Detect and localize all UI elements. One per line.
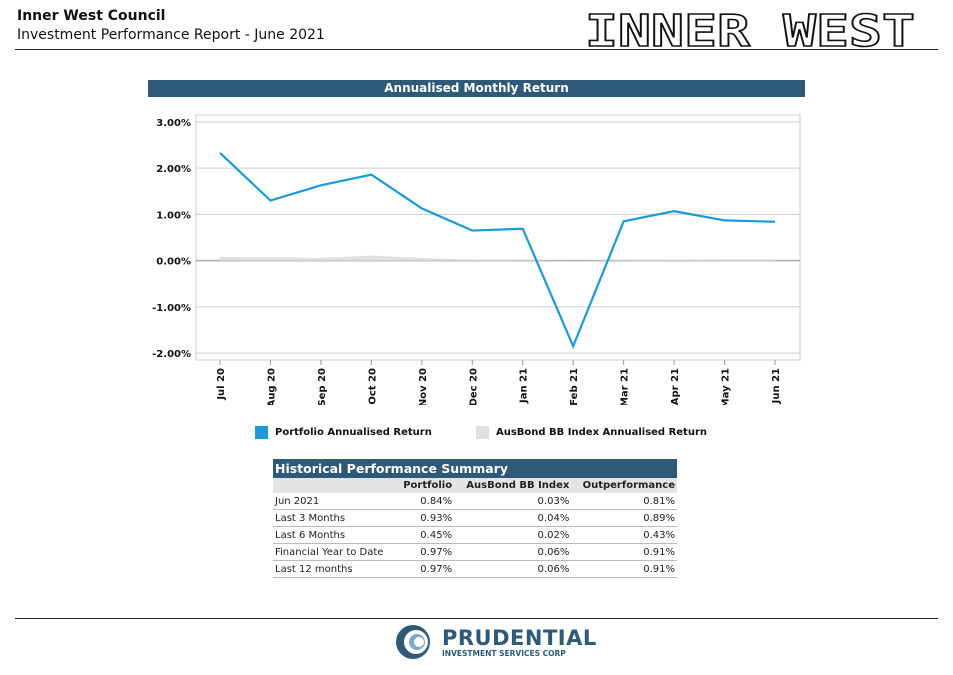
table-cell: Jun 2021 <box>273 493 397 510</box>
table-header: Portfolio AusBond BB Index Outperformanc… <box>273 478 677 493</box>
index-area <box>220 255 775 261</box>
table-row: Last 12 months 0.97% 0.06% 0.91% <box>273 560 677 578</box>
x-tick-label: May 21 <box>721 368 732 405</box>
y-tick-label: 2.00% <box>156 164 191 175</box>
table-cell: Financial Year to Date <box>273 543 397 561</box>
x-tick-label: Jan 21 <box>519 368 530 404</box>
table-cell: 0.97% <box>396 560 455 578</box>
table-row: Last 3 Months 0.93% 0.04% 0.89% <box>273 509 677 527</box>
chart-title: Annualised Monthly Return <box>148 80 805 97</box>
table-cell: Last 6 Months <box>273 526 397 544</box>
x-tick-label: Apr 21 <box>670 368 681 405</box>
col-header: Portfolio <box>396 478 455 493</box>
x-tick-label: Mar 21 <box>620 368 631 405</box>
plot-area <box>195 114 801 361</box>
header-divider <box>15 49 938 50</box>
table-cell: 0.81% <box>571 493 677 510</box>
x-tick-label: Nov 20 <box>418 368 429 405</box>
x-tick-label: Sep 20 <box>317 368 328 405</box>
brand-subtitle: INVESTMENT SERVICES CORP <box>442 648 566 658</box>
x-tick-label: Oct 20 <box>367 368 378 405</box>
legend-portfolio: Portfolio Annualised Return <box>255 426 432 439</box>
y-tick-label: 0.00% <box>156 257 191 268</box>
table-cell: Last 12 months <box>273 560 397 578</box>
table-cell: 0.06% <box>454 560 572 578</box>
table-cell: 0.93% <box>396 509 455 527</box>
summary-title: Historical Performance Summary <box>273 459 677 478</box>
y-tick-label: -1.00% <box>152 303 191 314</box>
prudential-logo: PRUDENTIAL INVESTMENT SERVICES CORP <box>392 622 597 662</box>
prudential-emblem-icon <box>396 625 430 659</box>
x-tick-label: Jul 20 <box>216 368 227 401</box>
table-cell: 0.45% <box>396 526 455 544</box>
legend-label: Portfolio Annualised Return <box>275 427 432 438</box>
table-cell: 0.97% <box>396 543 455 561</box>
svg-text:INNER WEST: INNER WEST <box>585 8 915 50</box>
legend-swatch <box>255 426 268 439</box>
table-cell: 0.84% <box>396 493 455 510</box>
org-title: Inner West Council <box>17 8 166 24</box>
col-header <box>273 478 397 493</box>
table-row: Jun 2021 0.84% 0.03% 0.81% <box>273 493 677 510</box>
report-subtitle: Investment Performance Report - June 202… <box>17 27 325 43</box>
brand-name: PRUDENTIAL <box>442 625 597 650</box>
inner-west-logo: INNER WEST <box>585 8 916 50</box>
line-chart: 3.00% 2.00% 1.00% 0.00% -1.00% -2.00% Jul 20 Au… <box>152 114 801 405</box>
table-cell: 0.91% <box>571 543 677 561</box>
table-row: Financial Year to Date 0.97% 0.06% 0.91% <box>273 543 677 561</box>
legend-index: AusBond BB Index Annualised Return <box>476 426 707 439</box>
table-cell: 0.89% <box>571 509 677 527</box>
table-cell: 0.02% <box>454 526 572 544</box>
col-header: Outperformance <box>571 478 677 493</box>
x-tick-label: Dec 20 <box>468 368 479 405</box>
legend-label: AusBond BB Index Annualised Return <box>496 427 708 438</box>
legend-swatch <box>476 426 489 439</box>
y-tick-label: -2.00% <box>152 349 191 360</box>
x-tick-label: Jun 21 <box>771 368 782 404</box>
col-header: AusBond BB Index <box>454 478 572 493</box>
table-cell: 0.06% <box>454 543 572 561</box>
table-cell: 0.91% <box>571 560 677 578</box>
portfolio-line <box>219 152 776 349</box>
x-tick-label: Feb 21 <box>569 368 580 405</box>
table-cell: 0.43% <box>571 526 677 544</box>
table-row: Last 6 Months 0.45% 0.02% 0.43% <box>273 526 677 544</box>
table-cell: 0.03% <box>454 493 572 510</box>
x-tick-label: Aug 20 <box>266 368 277 405</box>
table-cell: Last 3 Months <box>273 509 397 527</box>
table-cell: 0.04% <box>454 509 572 527</box>
summary-table: Historical Performance Summary Portfolio… <box>273 459 677 578</box>
y-tick-label: 3.00% <box>156 118 191 129</box>
footer-divider <box>15 618 938 619</box>
y-tick-label: 1.00% <box>156 210 191 221</box>
